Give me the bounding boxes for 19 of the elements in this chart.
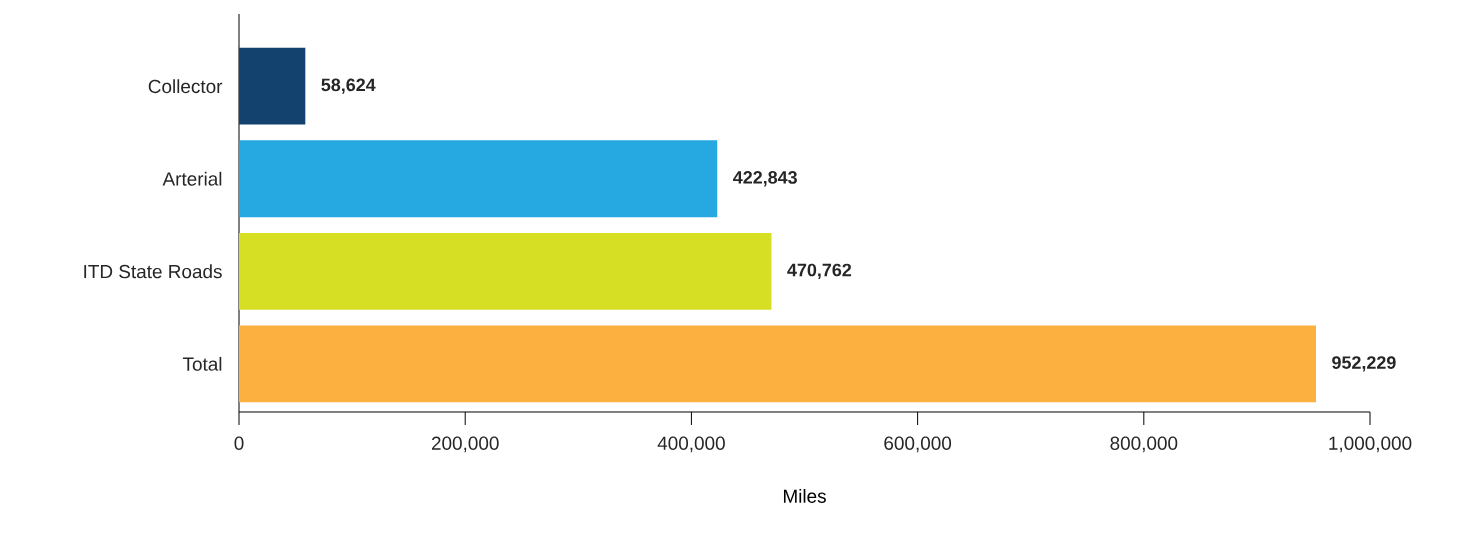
x-tick-label: 600,000 xyxy=(884,436,952,453)
y-tick-label: Total xyxy=(182,356,222,371)
data-label: 422,843 xyxy=(733,171,797,187)
x-tick-label: 0 xyxy=(234,436,244,450)
data-label: 470,762 xyxy=(787,263,852,279)
bar xyxy=(239,325,1316,403)
bar xyxy=(239,232,772,310)
x-tick-label: 200,000 xyxy=(431,436,499,453)
x-tick-label: 1,000,000 xyxy=(1329,436,1412,453)
data-label: 58,624 xyxy=(321,78,376,94)
x-tick-label: 400,000 xyxy=(657,436,725,453)
y-tick-label: Collector xyxy=(148,79,223,94)
bar xyxy=(239,140,718,218)
bar xyxy=(239,47,306,125)
data-label: 952,229 xyxy=(1332,356,1396,372)
y-tick-label: ITD State Roads xyxy=(84,264,222,279)
x-axis-title: Miles xyxy=(783,488,826,503)
x-tick-label: 800,000 xyxy=(1110,436,1178,453)
y-tick-label: Arterial xyxy=(162,171,222,186)
